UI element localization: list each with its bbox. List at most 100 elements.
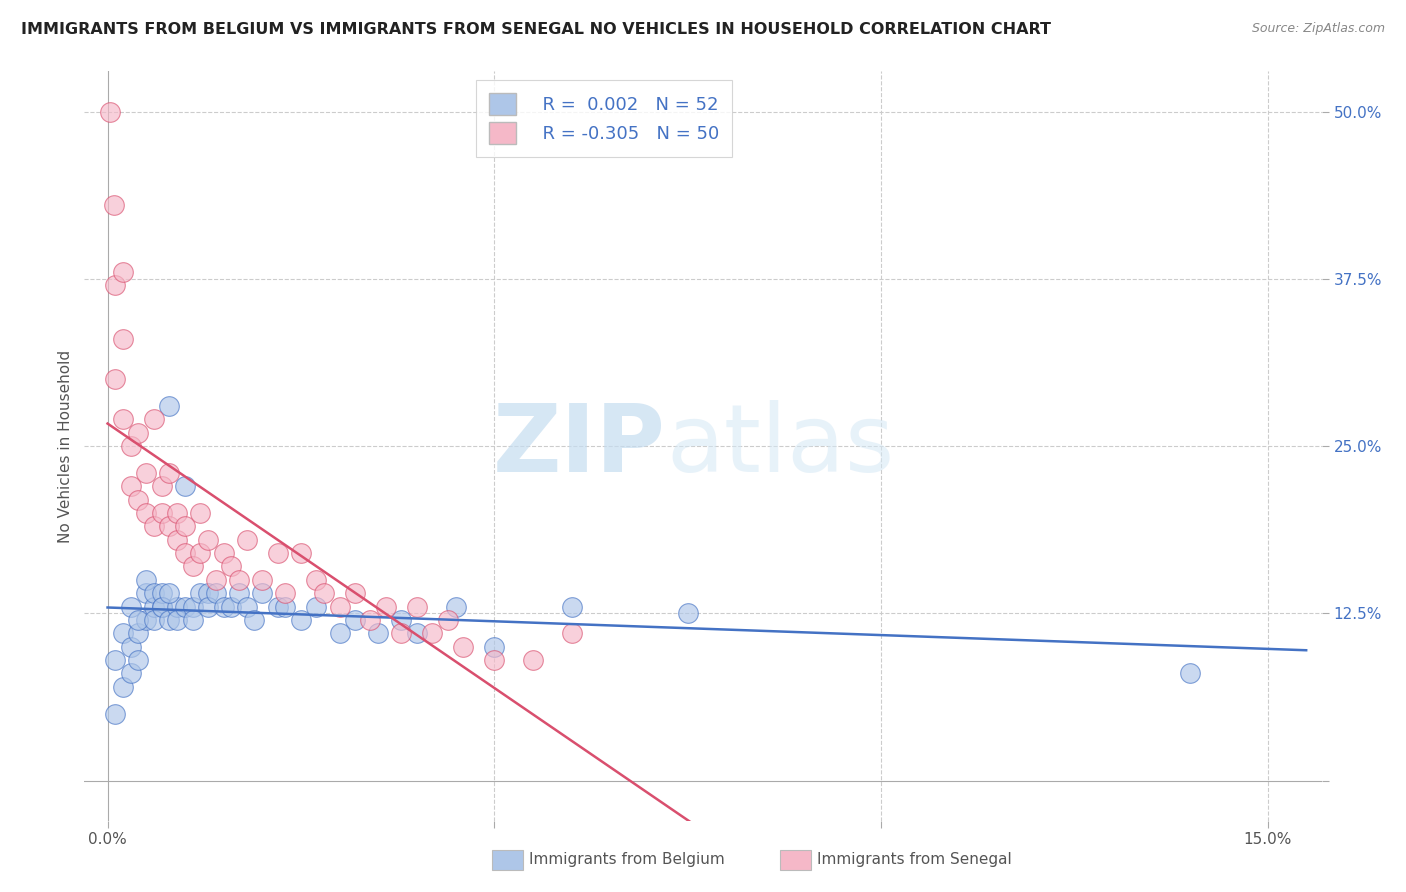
Point bbox=[1180, 666, 1202, 681]
Point bbox=[181, 559, 204, 574]
Point bbox=[120, 666, 142, 681]
Point bbox=[212, 599, 235, 614]
Point bbox=[174, 479, 197, 493]
Point bbox=[205, 573, 228, 587]
Point bbox=[120, 640, 142, 654]
Point bbox=[112, 412, 135, 426]
Point bbox=[127, 626, 149, 640]
Point bbox=[274, 599, 297, 614]
Point bbox=[219, 559, 243, 574]
Point bbox=[120, 479, 142, 493]
Point bbox=[328, 626, 352, 640]
Point bbox=[104, 706, 127, 721]
Text: Immigrants from Senegal: Immigrants from Senegal bbox=[817, 853, 1012, 867]
Point bbox=[250, 573, 273, 587]
Point bbox=[188, 546, 212, 560]
Point bbox=[484, 640, 506, 654]
Point bbox=[422, 626, 444, 640]
Point bbox=[266, 546, 290, 560]
Point bbox=[104, 653, 127, 667]
Point bbox=[235, 599, 259, 614]
Point bbox=[159, 466, 180, 480]
Point bbox=[312, 586, 335, 600]
Point bbox=[235, 533, 259, 547]
Point bbox=[143, 412, 166, 426]
Point bbox=[104, 278, 127, 293]
Point bbox=[166, 613, 188, 627]
Point bbox=[143, 599, 166, 614]
Point bbox=[676, 607, 699, 621]
Point bbox=[159, 399, 180, 413]
Point bbox=[174, 546, 197, 560]
Point bbox=[391, 613, 413, 627]
Point bbox=[166, 533, 188, 547]
Point bbox=[112, 680, 135, 694]
Point bbox=[135, 586, 157, 600]
Point bbox=[560, 599, 583, 614]
Point bbox=[290, 613, 312, 627]
Point bbox=[150, 479, 173, 493]
Point bbox=[328, 599, 352, 614]
Point bbox=[360, 613, 382, 627]
Point bbox=[120, 439, 142, 453]
Point bbox=[522, 653, 544, 667]
Point bbox=[120, 599, 142, 614]
Point bbox=[305, 573, 328, 587]
Point bbox=[181, 613, 204, 627]
Point bbox=[159, 586, 180, 600]
Point bbox=[305, 599, 328, 614]
Point bbox=[135, 506, 157, 520]
Point bbox=[188, 586, 212, 600]
Point bbox=[219, 599, 243, 614]
Legend:   R =  0.002   N = 52,   R = -0.305   N = 50: R = 0.002 N = 52, R = -0.305 N = 50 bbox=[477, 80, 731, 157]
Point bbox=[103, 198, 125, 212]
Point bbox=[112, 265, 135, 279]
Point bbox=[143, 586, 166, 600]
Point bbox=[484, 653, 506, 667]
Point bbox=[104, 372, 127, 386]
Point bbox=[197, 533, 219, 547]
Point bbox=[274, 586, 297, 600]
Point bbox=[228, 573, 250, 587]
Text: IMMIGRANTS FROM BELGIUM VS IMMIGRANTS FROM SENEGAL NO VEHICLES IN HOUSEHOLD CORR: IMMIGRANTS FROM BELGIUM VS IMMIGRANTS FR… bbox=[21, 22, 1052, 37]
Text: Immigrants from Belgium: Immigrants from Belgium bbox=[529, 853, 724, 867]
Point bbox=[135, 573, 157, 587]
Point bbox=[166, 599, 188, 614]
Point bbox=[444, 599, 467, 614]
Point bbox=[250, 586, 273, 600]
Point bbox=[166, 506, 188, 520]
Point bbox=[98, 104, 121, 119]
Point bbox=[135, 466, 157, 480]
Point bbox=[205, 586, 228, 600]
Point bbox=[174, 599, 197, 614]
Point bbox=[127, 425, 149, 440]
Point bbox=[212, 546, 235, 560]
Point bbox=[112, 332, 135, 346]
Point bbox=[174, 519, 197, 533]
Text: ZIP: ZIP bbox=[494, 400, 666, 492]
Point bbox=[453, 640, 475, 654]
Point bbox=[266, 599, 290, 614]
Y-axis label: No Vehicles in Household: No Vehicles in Household bbox=[58, 350, 73, 542]
Point bbox=[150, 599, 173, 614]
Point bbox=[197, 586, 219, 600]
Point bbox=[436, 613, 458, 627]
Point bbox=[560, 626, 583, 640]
Point bbox=[406, 599, 429, 614]
Point bbox=[127, 492, 149, 507]
Point bbox=[127, 653, 149, 667]
Point bbox=[343, 586, 366, 600]
Point bbox=[143, 519, 166, 533]
Point bbox=[367, 626, 389, 640]
Text: atlas: atlas bbox=[666, 400, 894, 492]
Point bbox=[150, 586, 173, 600]
Point bbox=[181, 599, 204, 614]
Text: Source: ZipAtlas.com: Source: ZipAtlas.com bbox=[1251, 22, 1385, 36]
Point bbox=[197, 599, 219, 614]
Point bbox=[112, 626, 135, 640]
Point bbox=[159, 519, 180, 533]
Point bbox=[228, 586, 250, 600]
Point bbox=[243, 613, 266, 627]
Point bbox=[391, 626, 413, 640]
Point bbox=[290, 546, 312, 560]
